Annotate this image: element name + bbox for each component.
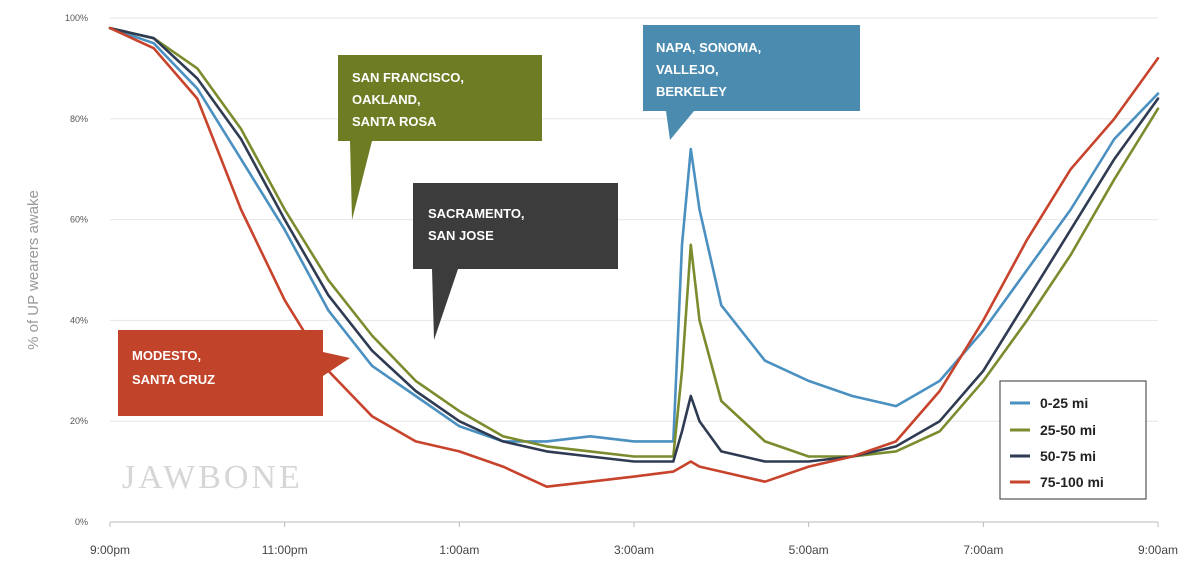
callout-line: VALLEJO, <box>656 62 719 77</box>
y-tick-label: 20% <box>70 416 88 426</box>
callout-line: SACRAMENTO, <box>428 206 525 221</box>
x-tick-label: 1:00am <box>439 543 479 557</box>
legend-label: 25-50 mi <box>1040 422 1096 438</box>
callout-box <box>413 183 618 269</box>
callout-pointer <box>350 141 372 220</box>
x-tick-label: 9:00am <box>1138 543 1178 557</box>
legend-label: 0-25 mi <box>1040 395 1088 411</box>
legend-item-75-100-mi: 75-100 mi <box>1010 474 1104 490</box>
callout-line: BERKELEY <box>656 84 727 99</box>
callout-pointer <box>323 352 350 376</box>
callout-line: SANTA CRUZ <box>132 372 215 387</box>
x-tick-labels: 9:00pm 11:00pm 1:00am 3:00am 5:00am 7:00am 9:0… <box>90 522 1178 557</box>
x-tick-label: 5:00am <box>789 543 829 557</box>
legend-item-0-25-mi: 0-25 mi <box>1010 395 1088 411</box>
callout-napa-sonoma-vallejo-berkeley: NAPA, SONOMA, VALLEJO, BERKELEY <box>643 25 860 140</box>
callout-box <box>338 55 542 141</box>
y-axis-label: % of UP wearers awake <box>25 190 42 350</box>
x-tick-label: 11:00pm <box>262 543 308 557</box>
y-tick-labels: 0% 20% 40% 60% 80% 100% <box>65 13 88 527</box>
callout-line: MODESTO, <box>132 348 201 363</box>
jawbone-watermark: JAWBONE <box>122 459 303 496</box>
x-tick-label: 3:00am <box>614 543 654 557</box>
callout-modesto-santa-cruz: MODESTO, SANTA CRUZ <box>118 330 350 416</box>
x-tick-label: 7:00am <box>963 543 1003 557</box>
y-tick-label: 80% <box>70 114 88 124</box>
legend: 0-25 mi 25-50 mi 50-75 mi 75-100 mi <box>999 380 1147 500</box>
legend-label: 50-75 mi <box>1040 448 1096 464</box>
y-tick-label: 40% <box>70 315 88 325</box>
x-tick-label: 9:00pm <box>90 543 130 557</box>
callout-line: SAN JOSE <box>428 228 494 243</box>
callout-pointer <box>666 111 694 140</box>
legend-item-25-50-mi: 25-50 mi <box>1010 422 1096 438</box>
callout-line: SANTA ROSA <box>352 114 437 129</box>
legend-label: 75-100 mi <box>1040 474 1104 490</box>
legend-item-50-75-mi: 50-75 mi <box>1010 448 1096 464</box>
callout-line: OAKLAND, <box>352 92 421 107</box>
callout-box <box>118 330 323 416</box>
legend-box <box>999 380 1147 500</box>
y-tick-label: 60% <box>70 215 88 225</box>
series-line-25-50-mi <box>108 26 1160 458</box>
callout-box <box>643 25 860 111</box>
callout-sacramento-san-jose: SACRAMENTO, SAN JOSE <box>413 183 618 340</box>
callout-san-francisco-oakland-santa-rosa: SAN FRANCISCO, OAKLAND, SANTA ROSA <box>338 55 542 220</box>
callout-line: NAPA, SONOMA, <box>656 40 761 55</box>
series-line-50-75-mi <box>108 26 1160 463</box>
y-tick-label: 0% <box>75 517 88 527</box>
y-tick-label: 100% <box>65 13 88 23</box>
callout-pointer <box>432 269 458 340</box>
callout-line: SAN FRANCISCO, <box>352 70 464 85</box>
